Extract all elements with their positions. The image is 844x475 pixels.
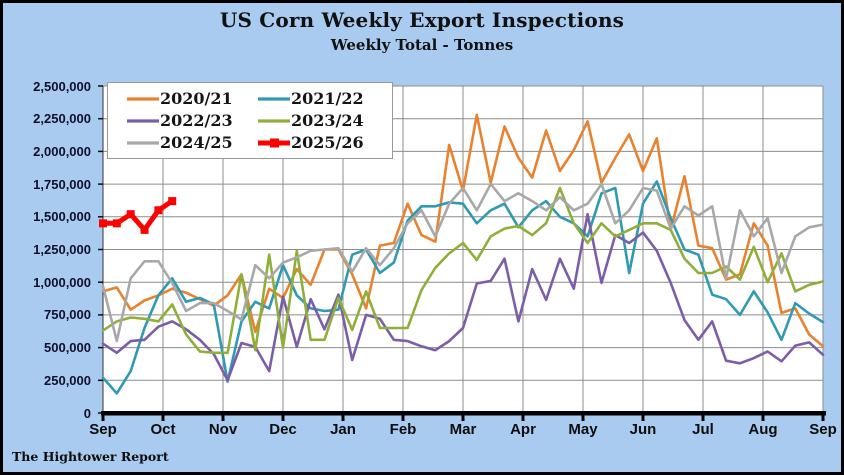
- series-line-2023-24: [101, 186, 825, 355]
- x-axis-month-label: Aug: [748, 421, 778, 438]
- y-axis-tick-label: 2,500,000: [33, 78, 91, 94]
- plot-area: [98, 85, 826, 421]
- x-axis-month-label: Apr: [510, 421, 536, 438]
- x-axis-month-label: Jan: [330, 421, 356, 438]
- x-axis-tick: [101, 415, 105, 421]
- y-axis-tick-label: 1,750,000: [33, 176, 91, 192]
- series-line-2020-21: [101, 113, 825, 348]
- legend-label: 2023/24: [291, 111, 364, 130]
- x-axis-tick: [761, 415, 765, 421]
- legend-item-2024-25: 2024/25: [126, 132, 257, 153]
- x-axis-month-label: Mar: [449, 421, 477, 438]
- legend-label: 2024/25: [160, 133, 233, 152]
- x-axis-month-label: Nov: [208, 421, 238, 438]
- x-axis-tick: [341, 415, 345, 421]
- legend-item-2020-21: 2020/21: [126, 88, 257, 109]
- series-marker-2025-26: [168, 197, 177, 206]
- legend: 2020/21 2021/22 2022/23 2023/24 2024/25 2025/…: [107, 82, 393, 159]
- x-axis-month-label: Oct: [150, 421, 176, 438]
- legend-swatch-icon: [258, 118, 290, 123]
- legend-item-2025-26: 2025/26: [257, 132, 388, 153]
- x-axis-tick: [821, 415, 825, 421]
- legend-item-2023-24: 2023/24: [257, 110, 388, 131]
- series-marker-2025-26: [140, 225, 149, 234]
- y-axis-tick-label: 2,000,000: [33, 143, 91, 159]
- x-axis-month-label: Jul: [692, 421, 714, 438]
- chart-subtitle: Weekly Total - Tonnes: [330, 36, 514, 54]
- x-axis-tick: [521, 415, 525, 421]
- series-line-2024-25: [101, 182, 825, 343]
- x-axis-month-label: Sep: [809, 421, 837, 438]
- legend-label: 2021/22: [291, 89, 364, 108]
- x-axis-tick: [221, 415, 225, 421]
- legend-label: 2020/21: [160, 89, 233, 108]
- y-axis-tick-label: 1,500,000: [33, 209, 91, 225]
- x-axis-month-label: Feb: [389, 421, 417, 438]
- legend-label: 2025/26: [291, 133, 364, 152]
- x-axis-month-label: May: [568, 421, 598, 438]
- legend-item-2022-23: 2022/23: [126, 110, 257, 131]
- x-axis-tick: [641, 415, 645, 421]
- x-axis-tick: [461, 415, 465, 421]
- y-axis-tick-label: 750,000: [44, 307, 91, 323]
- source-attribution: The Hightower Report: [12, 449, 169, 464]
- legend-swatch-icon: [127, 96, 159, 101]
- y-axis-tick-label: 500,000: [44, 340, 91, 356]
- x-axis-month-label: Jun: [629, 421, 657, 438]
- chart-title: US Corn Weekly Export Inspections: [219, 8, 625, 32]
- legend-swatch-icon: [127, 118, 159, 123]
- series-line-2022-23: [101, 212, 825, 382]
- legend-swatch-icon: [258, 96, 290, 101]
- x-axis-tick: [401, 415, 405, 421]
- y-axis-tick-label: 2,250,000: [33, 111, 91, 127]
- series-marker-2025-26: [154, 206, 163, 215]
- x-axis-tick: [701, 415, 705, 421]
- x-axis-tick: [281, 415, 285, 421]
- series-marker-2025-26: [99, 219, 107, 228]
- x-axis-month-label: Dec: [269, 421, 297, 438]
- series-marker-2025-26: [112, 219, 121, 228]
- series-line-2021-22: [101, 180, 825, 395]
- legend-swatch-icon: [258, 138, 290, 147]
- series-marker-2025-26: [126, 210, 135, 219]
- x-axis-tick: [161, 415, 165, 421]
- x-axis-line: [101, 411, 826, 416]
- legend-item-2021-22: 2021/22: [257, 88, 388, 109]
- y-axis-tick-label: 0: [83, 405, 91, 421]
- legend-swatch-icon: [127, 140, 159, 145]
- y-axis-tick-label: 250,000: [44, 372, 91, 388]
- x-axis-month-label: Sep: [89, 421, 117, 438]
- legend-label: 2022/23: [160, 111, 233, 130]
- y-axis-tick-label: 1,000,000: [33, 274, 91, 290]
- y-axis-tick-label: 1,250,000: [33, 242, 91, 257]
- x-axis-tick: [581, 415, 585, 421]
